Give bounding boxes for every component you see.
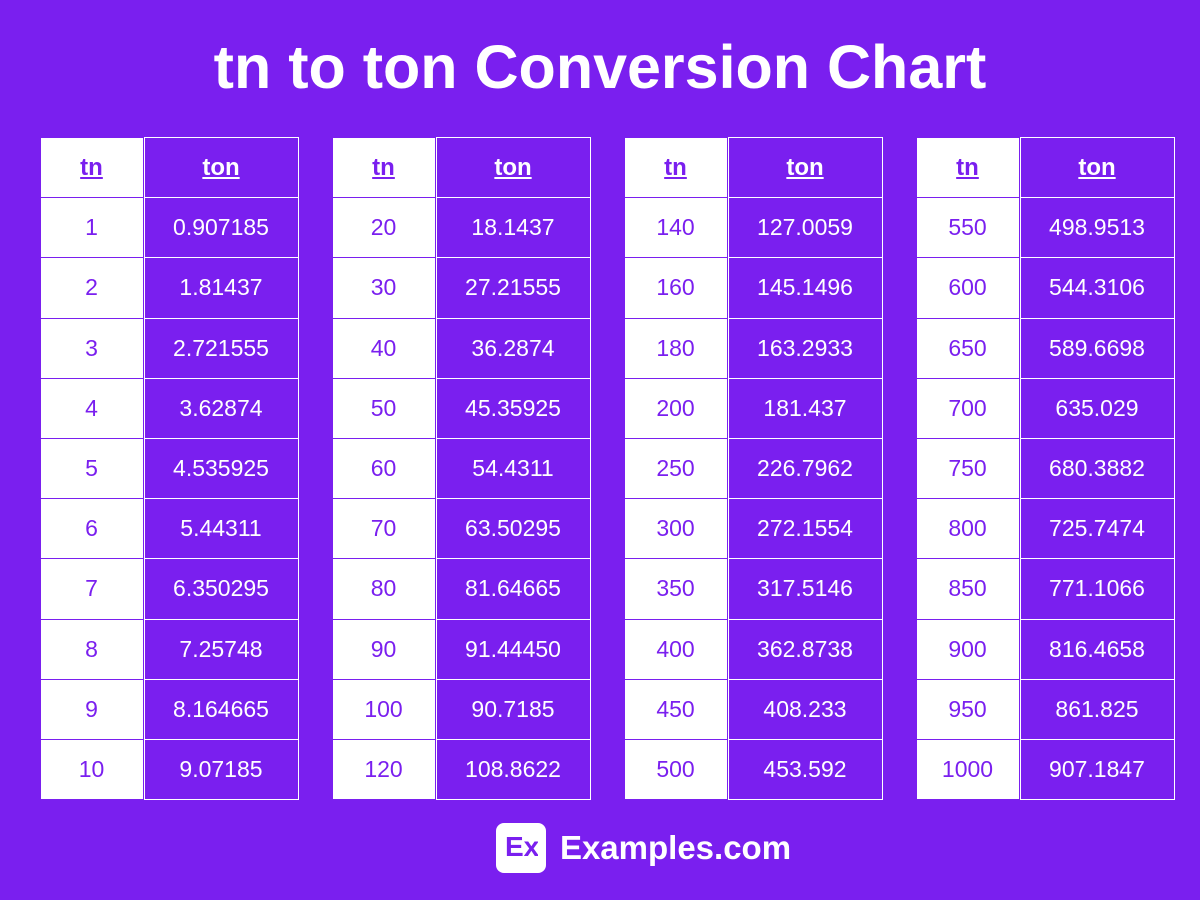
svg-text:Ex: Ex <box>505 832 538 862</box>
